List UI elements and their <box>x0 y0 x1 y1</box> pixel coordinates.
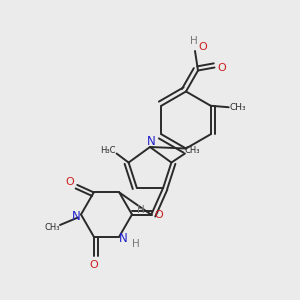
Text: CH₃: CH₃ <box>45 224 60 232</box>
Text: O: O <box>89 260 98 270</box>
Text: H: H <box>137 205 145 215</box>
Text: CH₃: CH₃ <box>230 103 246 112</box>
Text: O: O <box>218 62 226 73</box>
Text: CH₃: CH₃ <box>184 146 200 155</box>
Text: H₃C: H₃C <box>100 146 116 155</box>
Text: N: N <box>72 209 81 223</box>
Text: H: H <box>132 239 140 249</box>
Text: N: N <box>147 135 156 148</box>
Text: H: H <box>190 35 197 46</box>
Text: O: O <box>154 209 164 220</box>
Text: O: O <box>65 177 74 187</box>
Text: O: O <box>198 41 207 52</box>
Text: N: N <box>119 232 128 244</box>
